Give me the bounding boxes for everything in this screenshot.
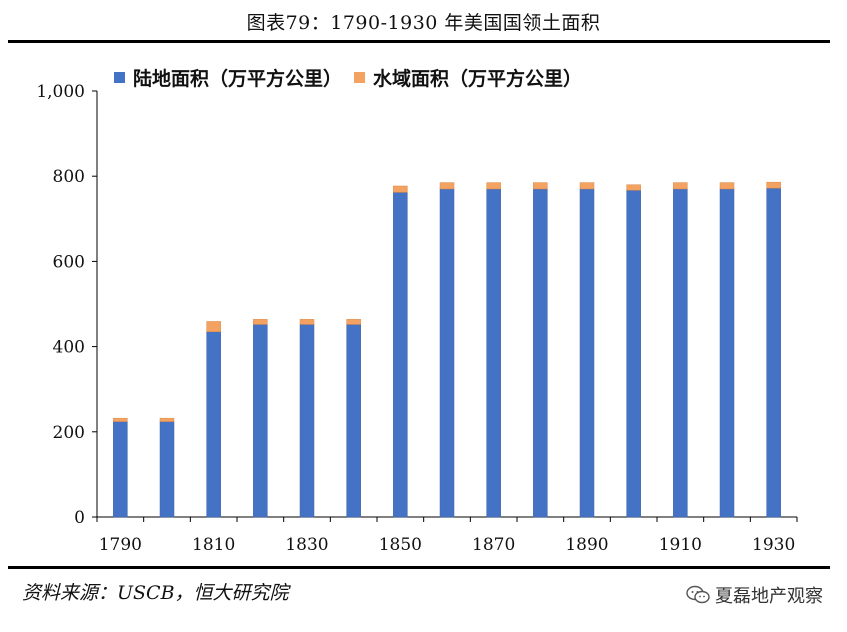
bar-water-1840 [346, 319, 361, 325]
bar-water-1900 [626, 184, 641, 191]
x-tick-label: 1830 [285, 535, 328, 555]
top-rule [8, 40, 830, 43]
bar-land-1860 [439, 188, 455, 518]
bar-land-1890 [579, 188, 595, 518]
bar-land-1810 [206, 331, 221, 518]
legend-label-land: 陆地面积（万平方公里） [133, 68, 343, 90]
bar-land-1920 [719, 188, 735, 518]
legend-label-water: 水域面积（万平方公里） [373, 68, 583, 90]
wechat-icon [686, 585, 710, 604]
legend-swatch-water [354, 72, 366, 83]
bar-land-1880 [533, 188, 548, 518]
bar-water-1850 [393, 185, 408, 193]
bar-water-1890 [579, 182, 595, 190]
bar-land-1820 [253, 324, 268, 518]
y-tick-label: 400 [53, 338, 85, 358]
legend-item-land: 陆地面积（万平方公里） [114, 64, 342, 91]
bar-water-1860 [439, 182, 455, 190]
bottom-rule [8, 566, 830, 569]
source-note: 资料来源：USCB，恒大研究院 [22, 582, 289, 604]
watermark-text: 夏磊地产观察 [715, 586, 823, 607]
bar-water-1790 [113, 417, 128, 422]
legend-item-water: 水域面积（万平方公里） [354, 64, 582, 91]
bar-land-1800 [159, 421, 175, 518]
y-tick-label: 200 [53, 423, 85, 443]
watermark: 夏磊地产观察 [685, 582, 823, 608]
bar-land-1930 [766, 187, 781, 518]
bar-land-1900 [626, 190, 641, 518]
bar-chart: 0 200 400 600 800 1,000 1790 1810 1830 1850 1870 18… [36, 82, 798, 555]
bar-land-1840 [346, 324, 361, 518]
bar-water-1880 [533, 182, 548, 190]
x-tick-label: 1870 [472, 535, 515, 555]
x-tick-label: 1790 [99, 535, 142, 555]
bar-water-1820 [253, 319, 268, 325]
x-tick-label: 1850 [379, 535, 422, 555]
bar-land-1790 [113, 421, 128, 518]
chart-legend: 陆地面积（万平方公里） 水域面积（万平方公里） [114, 64, 594, 91]
x-tick-label: 1910 [659, 535, 702, 555]
bar-water-1810 [206, 321, 221, 332]
y-tick-label: 600 [53, 252, 85, 272]
bar-water-1910 [673, 182, 688, 190]
bar-land-1910 [673, 188, 688, 518]
x-tick-label: 1930 [752, 535, 795, 555]
bar-water-1920 [719, 182, 735, 190]
bar-water-1830 [299, 319, 315, 325]
bar-water-1930 [766, 181, 781, 189]
bar-water-1800 [159, 417, 175, 422]
y-tick-label: 1,000 [36, 82, 85, 102]
y-tick-label: 0 [74, 508, 85, 528]
y-tick-label: 800 [53, 167, 85, 187]
x-tick-label: 1810 [192, 535, 235, 555]
x-tick-label: 1890 [565, 535, 608, 555]
bar-land-1850 [393, 192, 408, 518]
bar-water-1870 [486, 182, 501, 190]
bar-land-1870 [486, 188, 501, 518]
chart-title: 图表79：1790-1930 年美国国领土面积 [246, 12, 601, 34]
legend-swatch-land [114, 72, 125, 83]
bar-land-1830 [299, 324, 315, 518]
